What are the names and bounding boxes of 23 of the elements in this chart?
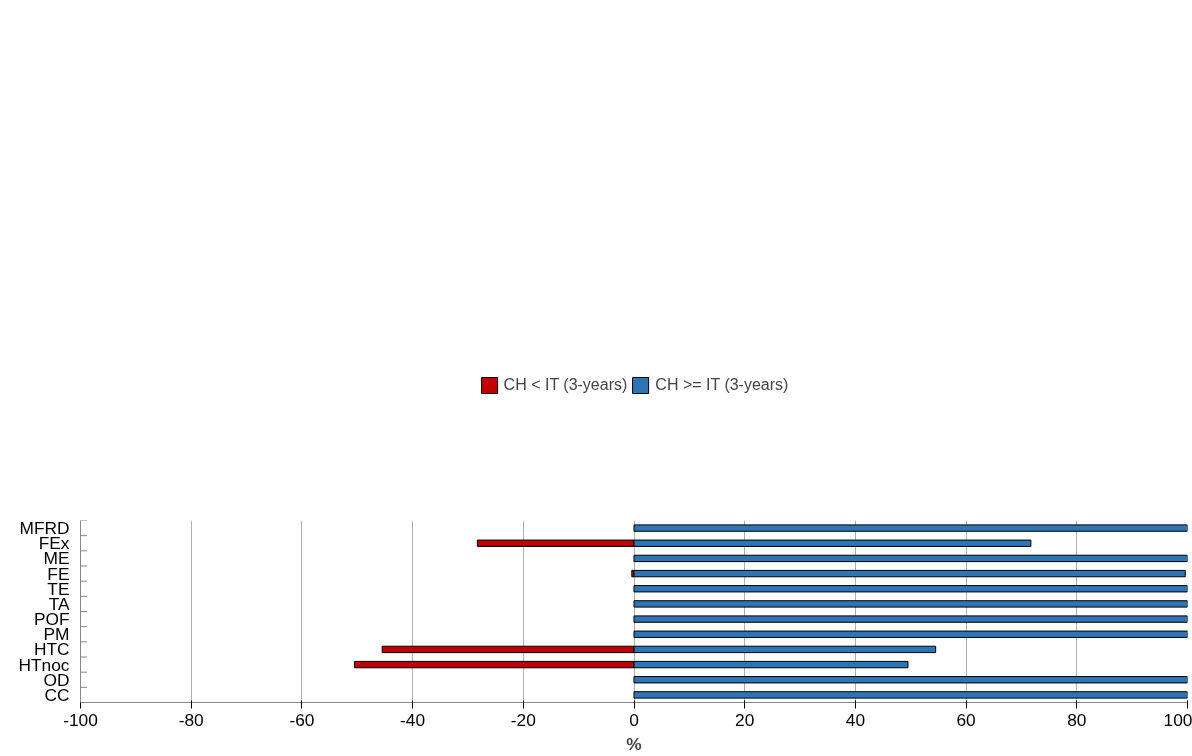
x-tick-label: 20 [735, 709, 755, 730]
bar [633, 600, 1188, 608]
x-tick-label: -20 [510, 709, 536, 730]
x-tick-label: 60 [956, 709, 976, 730]
legend-label: CH >= IT (3-years) [655, 376, 789, 394]
bar [633, 524, 1188, 532]
bar [633, 615, 1188, 623]
x-tick-label: -40 [400, 709, 426, 730]
bar [633, 630, 1188, 638]
x-tick-label: 100 [1163, 709, 1192, 730]
x-axis-title: % [626, 733, 642, 754]
bar [633, 585, 1188, 593]
x-tick-label: -60 [289, 709, 315, 730]
bar [633, 554, 1188, 563]
x-tick-label: 0 [629, 709, 639, 730]
bar [633, 676, 1188, 684]
x-tick-label: -100 [63, 709, 98, 730]
x-tick-label: -80 [178, 709, 204, 730]
x-tick-label: 80 [1067, 709, 1087, 730]
bar [633, 691, 1188, 699]
legend-label: CH < IT (3-years) [503, 376, 628, 394]
x-tick-label: 40 [845, 709, 866, 730]
bar [633, 569, 1186, 578]
